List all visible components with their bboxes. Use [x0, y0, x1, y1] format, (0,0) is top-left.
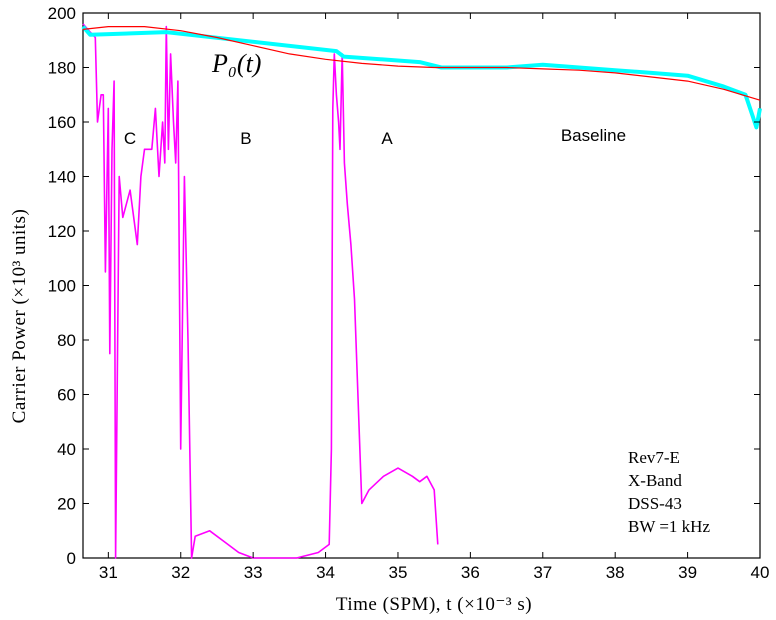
x-axis-title: Time (SPM), t (×10⁻³ s) [336, 594, 532, 615]
series-line-occulted [82, 23, 439, 559]
y-tick-label: 80 [57, 331, 76, 350]
x-tick-label: 37 [533, 563, 552, 582]
region-label-c: C [124, 129, 136, 148]
y-tick-label: 100 [48, 277, 76, 296]
y-tick-label: 140 [48, 168, 76, 187]
y-tick-label: 60 [57, 386, 76, 405]
x-tick-label: 32 [171, 563, 190, 582]
y-tick-label: 180 [48, 59, 76, 78]
x-tick-label: 39 [678, 563, 697, 582]
x-tick-label: 38 [606, 563, 625, 582]
info-box: Rev7-E X-Band DSS-43 BW =1 kHz [628, 448, 710, 536]
x-tick-label: 33 [244, 563, 263, 582]
plot-area [81, 12, 762, 559]
x-tick-label: 31 [99, 563, 118, 582]
series-layer [81, 23, 762, 559]
info-line-rev: Rev7-E [628, 448, 680, 467]
series-line-fit [82, 26, 761, 101]
y-tick-label: 20 [57, 495, 76, 514]
y-tick-label: 0 [67, 549, 76, 568]
curve-label-p0: P₀(t) [211, 49, 261, 78]
region-label-baseline: Baseline [561, 126, 626, 145]
y-tick-label: 160 [48, 113, 76, 132]
series-line-baseline [81, 25, 762, 130]
y-axis-title: Carrier Power (×10³ units) [9, 209, 30, 424]
info-line-bandwidth: BW =1 kHz [628, 517, 710, 536]
x-tick-label: 35 [389, 563, 408, 582]
y-tick-label: 120 [48, 222, 76, 241]
plot-frame [82, 12, 761, 559]
y-tick-label: 40 [57, 440, 76, 459]
ticks-layer [83, 12, 761, 559]
x-tick-label: 34 [316, 563, 335, 582]
x-tick-label: 36 [461, 563, 480, 582]
region-label-b: B [240, 129, 251, 148]
labels-layer: 31 32 33 34 35 36 37 38 39 40 0 20 40 60 80 100 120 140 16… [48, 4, 770, 582]
region-label-a: A [381, 129, 393, 148]
info-line-station: DSS-43 [628, 494, 682, 513]
info-line-band: X-Band [628, 471, 682, 490]
y-tick-label: 200 [48, 4, 76, 23]
x-tick-label: 40 [751, 563, 770, 582]
